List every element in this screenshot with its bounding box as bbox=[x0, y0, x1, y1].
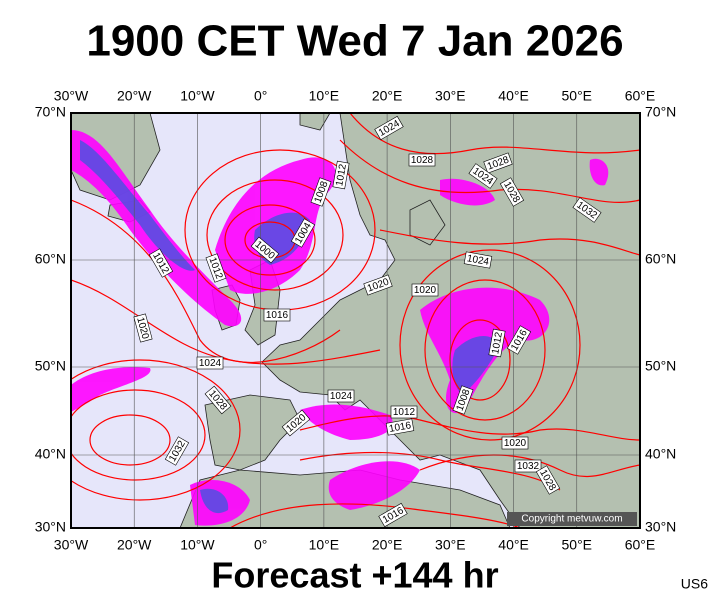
lon-label-top: 30°E bbox=[435, 88, 466, 104]
isobar-label-box bbox=[488, 328, 506, 358]
isobar-label-box bbox=[535, 465, 561, 495]
isobar-label-box bbox=[506, 325, 532, 355]
lon-label-top: 20°W bbox=[117, 88, 152, 104]
isobar-label-box bbox=[378, 502, 408, 528]
isobar-label: 1020 bbox=[411, 283, 439, 297]
isobars bbox=[71, 113, 640, 528]
isobar-label: 1012 bbox=[332, 160, 350, 190]
isobar-label-box bbox=[205, 253, 227, 283]
copyright: Copyright metvuw.com bbox=[521, 514, 622, 525]
lon-label-top: 30°W bbox=[54, 88, 89, 104]
lon-label-bottom: 30°W bbox=[54, 537, 89, 553]
lon-label-top: 40°E bbox=[498, 88, 529, 104]
isobar-label-text: 1012 bbox=[490, 331, 505, 355]
axis-labels: 30°W 30°W 20°W 20°W 10°W 10°W 0° 0° 10°E 10°E 20°E… bbox=[35, 88, 677, 553]
lon-label-top: 10°W bbox=[180, 88, 215, 104]
isobar-label: 1012 bbox=[390, 405, 418, 419]
lon-label-bottom: 10°W bbox=[180, 537, 215, 553]
isobar-label-box bbox=[463, 251, 493, 269]
lon-label-top: 20°E bbox=[372, 88, 403, 104]
lat-label-left: 40°N bbox=[35, 446, 66, 462]
isobar-label-box bbox=[327, 389, 355, 403]
isobar-label-box bbox=[514, 459, 542, 473]
forecast-label: Forecast +144 hr bbox=[211, 555, 498, 596]
lon-label-bottom: 10°E bbox=[309, 537, 340, 553]
isobar-label-text: 1012 bbox=[393, 407, 416, 418]
isobar-label-text: 1012 bbox=[334, 163, 349, 187]
isobar-label-box bbox=[572, 197, 602, 223]
isobar-label-box bbox=[385, 418, 415, 436]
lat-label-right: 50°N bbox=[645, 358, 676, 374]
isobar-label-text: 1020 bbox=[414, 285, 437, 296]
isobar-label-box bbox=[263, 308, 291, 322]
lon-label-top: 50°E bbox=[562, 88, 593, 104]
lat-label-left: 50°N bbox=[35, 358, 66, 374]
lat-label-left: 30°N bbox=[35, 519, 66, 535]
lat-label-right: 30°N bbox=[645, 519, 676, 535]
isobar-label-box bbox=[148, 248, 174, 278]
isobar-label: 1024 bbox=[196, 356, 224, 370]
isobar-label-box bbox=[363, 274, 393, 296]
lon-label-bottom: 50°E bbox=[562, 537, 593, 553]
isobar-label-box bbox=[483, 152, 513, 174]
lat-label-left: 60°N bbox=[35, 251, 66, 267]
isobar-label-box bbox=[501, 436, 529, 450]
isobar-label-text: 1016 bbox=[266, 310, 289, 321]
title: 1900 CET Wed 7 Jan 2026 bbox=[86, 17, 623, 66]
lat-label-right: 40°N bbox=[645, 446, 676, 462]
isobar-label-box bbox=[281, 409, 311, 437]
isobar-label: 1024 bbox=[463, 251, 493, 269]
isobar-label-box bbox=[164, 436, 190, 466]
isobar-label: 1032 bbox=[514, 459, 542, 473]
isobar-label: 1020 bbox=[133, 313, 153, 343]
model-code: US6 bbox=[681, 576, 708, 592]
isobar-label-text: 1024 bbox=[330, 391, 353, 402]
heavy-precipitation bbox=[80, 140, 500, 514]
isobar-label-box bbox=[196, 356, 224, 370]
lon-label-bottom: 20°E bbox=[372, 537, 403, 553]
isobar-label: 1012 bbox=[488, 328, 506, 358]
isobar-label: 1016 bbox=[385, 418, 415, 436]
lat-label-right: 70°N bbox=[645, 104, 676, 120]
isobar-label-text: 1032 bbox=[517, 461, 540, 472]
isobar-label-box bbox=[133, 313, 153, 343]
isobar-label: 1028 bbox=[408, 153, 436, 167]
lon-label-top: 60°E bbox=[625, 88, 656, 104]
map-frame bbox=[70, 112, 641, 529]
lat-label-left: 70°N bbox=[35, 104, 66, 120]
copyright-box bbox=[507, 512, 637, 526]
isobar-label-box bbox=[374, 115, 404, 141]
isobar-label-text: 1024 bbox=[466, 253, 490, 268]
isobar-label: 1020 bbox=[501, 436, 529, 450]
isobar-label: 1024 bbox=[327, 389, 355, 403]
isobar-label-box bbox=[468, 163, 498, 189]
isobar-label-box bbox=[332, 160, 350, 190]
lon-label-bottom: 0° bbox=[254, 537, 267, 553]
isobar-label: 1016 bbox=[263, 308, 291, 322]
isobar-label-text: 1028 bbox=[411, 155, 434, 166]
lon-label-top: 10°E bbox=[309, 88, 340, 104]
isobar-label-box bbox=[390, 405, 418, 419]
lon-label-top: 0° bbox=[254, 88, 267, 104]
lon-label-bottom: 20°W bbox=[117, 537, 152, 553]
isobar-label-box bbox=[250, 236, 280, 264]
isobar-label-text: 1020 bbox=[504, 438, 527, 449]
isobar-label-text: 1024 bbox=[199, 358, 222, 369]
isobar-label-box bbox=[411, 283, 439, 297]
isobar-label-box bbox=[290, 218, 316, 248]
isobar-label-box bbox=[499, 177, 525, 207]
isobar-label-box bbox=[310, 177, 332, 207]
isobar-label-text: 1016 bbox=[388, 420, 412, 435]
lon-label-bottom: 60°E bbox=[625, 537, 656, 553]
isobar-label-box bbox=[452, 385, 474, 415]
lon-label-bottom: 40°E bbox=[498, 537, 529, 553]
lon-label-bottom: 30°E bbox=[435, 537, 466, 553]
lat-label-right: 60°N bbox=[645, 251, 676, 267]
isobar-label-box bbox=[204, 385, 232, 415]
isobar-label-box bbox=[408, 153, 436, 167]
